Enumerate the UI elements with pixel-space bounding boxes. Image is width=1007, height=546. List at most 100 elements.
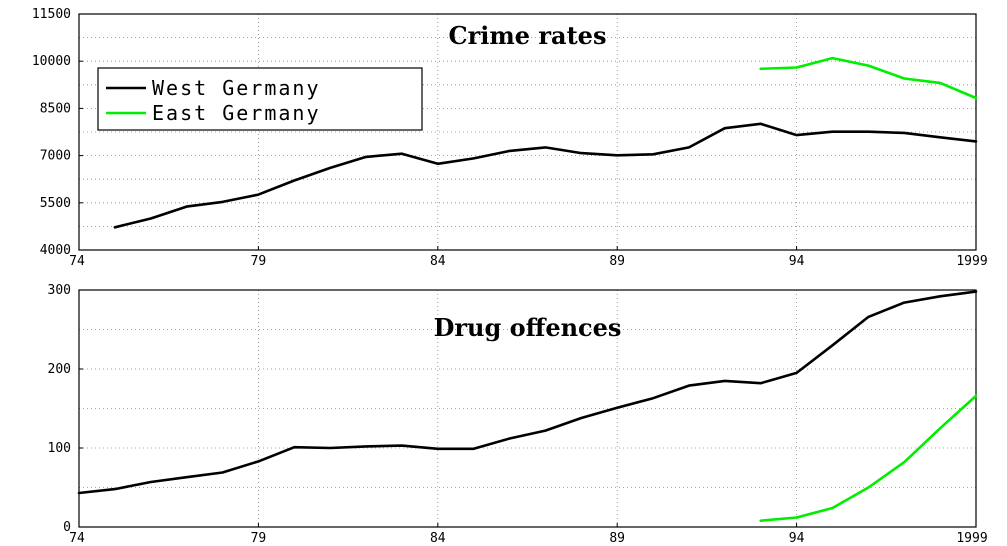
data-point-west-germany <box>580 417 582 419</box>
data-point-west-germany <box>903 132 905 134</box>
x-tick-label: 89 <box>609 254 625 269</box>
plot-frame <box>78 13 977 251</box>
data-point-west-germany <box>365 445 367 447</box>
x-tick-label: 74 <box>69 254 85 269</box>
y-tick-label: 0 <box>63 520 71 535</box>
data-point-west-germany <box>580 152 582 154</box>
data-point-west-germany <box>867 130 869 132</box>
crime-rates-panel: 74 79 84 89 94 1999 4000 5500 7000 8500 10000 11500… <box>32 7 988 269</box>
data-point-east-germany <box>795 516 797 518</box>
data-point-west-germany <box>939 136 941 138</box>
data-point-west-germany <box>544 146 546 148</box>
x-tick-label: 79 <box>251 254 267 269</box>
y-tick-label: 11500 <box>32 7 71 22</box>
data-point-west-germany <box>185 476 187 478</box>
data-point-west-germany <box>257 460 259 462</box>
data-point-west-germany <box>472 448 474 450</box>
data-point-west-germany <box>616 154 618 156</box>
data-point-west-germany <box>616 407 618 409</box>
series-line-west-germany <box>77 290 978 495</box>
data-point-west-germany <box>903 301 905 303</box>
data-point-west-germany <box>975 290 977 292</box>
data-point-east-germany <box>903 77 905 79</box>
y-tick-label: 10000 <box>32 54 71 69</box>
data-point-west-germany <box>401 444 403 446</box>
data-point-west-germany <box>293 179 295 181</box>
data-point-east-germany <box>760 68 762 70</box>
y-tick-label: 7000 <box>40 149 71 164</box>
data-point-east-germany <box>867 486 869 488</box>
data-point-east-germany <box>831 507 833 509</box>
data-point-west-germany <box>544 429 546 431</box>
data-point-west-germany <box>437 163 439 165</box>
data-point-west-germany <box>185 205 187 207</box>
data-point-east-germany <box>975 97 977 99</box>
data-point-west-germany <box>508 150 510 152</box>
data-point-east-germany <box>903 461 905 463</box>
data-point-west-germany <box>437 448 439 450</box>
y-tick-label: 5500 <box>40 196 71 211</box>
data-point-west-germany <box>760 123 762 125</box>
data-point-west-germany <box>114 226 116 228</box>
y-tick-label: 300 <box>48 283 71 298</box>
data-point-west-germany <box>688 146 690 148</box>
data-point-west-germany <box>329 447 331 449</box>
data-point-west-germany <box>329 167 331 169</box>
data-point-west-germany <box>795 372 797 374</box>
data-point-west-germany <box>795 134 797 136</box>
chart-title: Crime rates <box>449 21 607 50</box>
data-point-west-germany <box>114 488 116 490</box>
series-line-east-germany <box>759 56 978 100</box>
y-tick-label: 100 <box>48 441 71 456</box>
legend-label-west-germany: West Germany <box>152 76 321 100</box>
x-tick-label: 1999 <box>956 254 987 269</box>
drug-offences-panel: 74 79 84 89 94 1999 0 100 200 300 Drug offences <box>48 283 988 546</box>
x-tick-label: 1999 <box>956 531 987 546</box>
data-point-east-germany <box>975 395 977 397</box>
data-point-west-germany <box>688 384 690 386</box>
data-point-west-germany <box>867 316 869 318</box>
data-point-east-germany <box>795 66 797 68</box>
data-point-west-germany <box>652 397 654 399</box>
data-point-west-germany <box>293 446 295 448</box>
data-point-west-germany <box>365 156 367 158</box>
y-tick-label: 4000 <box>40 243 71 258</box>
data-point-west-germany <box>472 157 474 159</box>
legend-box <box>97 67 423 131</box>
x-tick-label: 89 <box>609 531 625 546</box>
series-line-east-germany <box>759 394 978 523</box>
x-tick-label: 84 <box>430 254 446 269</box>
series-line-west-germany <box>113 122 978 229</box>
data-point-east-germany <box>939 82 941 84</box>
y-tick-label: 8500 <box>40 101 71 116</box>
data-point-west-germany <box>724 127 726 129</box>
data-point-east-germany <box>939 427 941 429</box>
data-point-west-germany <box>401 153 403 155</box>
data-point-west-germany <box>221 471 223 473</box>
data-point-west-germany <box>652 153 654 155</box>
x-tick-label: 84 <box>430 531 446 546</box>
legend-label-east-germany: East Germany <box>152 101 321 125</box>
data-point-east-germany <box>760 519 762 521</box>
data-point-west-germany <box>939 295 941 297</box>
data-point-west-germany <box>78 492 80 494</box>
data-point-east-germany <box>831 57 833 59</box>
data-point-west-germany <box>257 193 259 195</box>
x-tick-label: 94 <box>789 531 805 546</box>
data-point-west-germany <box>150 481 152 483</box>
plot-frame <box>78 289 977 528</box>
data-point-west-germany <box>724 380 726 382</box>
data-point-west-germany <box>760 382 762 384</box>
data-point-east-germany <box>867 64 869 66</box>
chart-title: Drug offences <box>434 313 622 342</box>
x-tick-label: 79 <box>251 531 267 546</box>
y-tick-label: 200 <box>48 362 71 377</box>
x-tick-label: 74 <box>69 531 85 546</box>
data-point-west-germany <box>221 201 223 203</box>
data-point-west-germany <box>975 140 977 142</box>
x-tick-label: 94 <box>789 254 805 269</box>
data-point-west-germany <box>831 130 833 132</box>
data-point-west-germany <box>831 344 833 346</box>
